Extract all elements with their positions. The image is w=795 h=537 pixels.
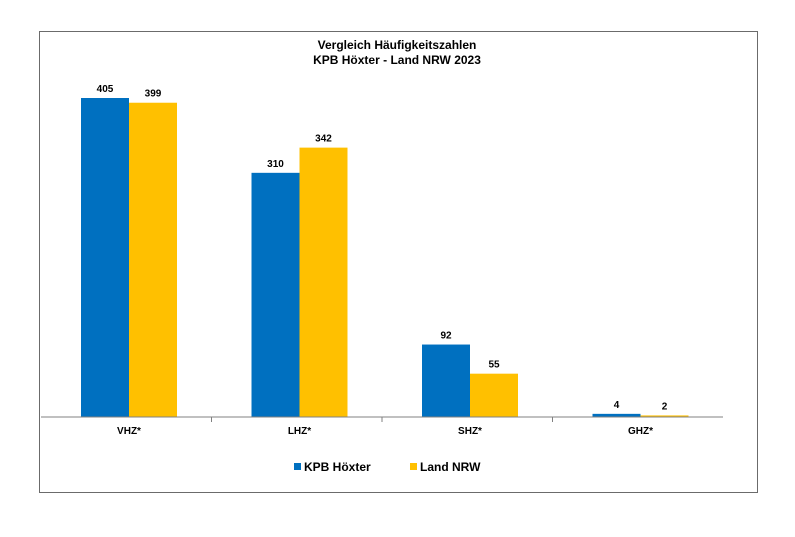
chart-subtitle: KPB Höxter - Land NRW 2023	[313, 53, 481, 67]
data-labels: 405 399 310 342 92 55 4 2	[97, 84, 668, 412]
bar-shz-series-2	[470, 373, 518, 417]
bars-layer	[81, 98, 689, 418]
bar-ghz-series-2	[640, 415, 689, 417]
x-axis-ticks: VHZ* LHZ* SHZ* GHZ*	[117, 417, 653, 437]
data-label: 342	[315, 134, 332, 145]
x-tick-label: SHZ*	[458, 426, 482, 437]
bar-lhz-series-1	[251, 172, 300, 417]
bar-vhz-series-2	[129, 102, 177, 418]
legend-swatch-2	[410, 463, 417, 470]
bar-lhz-series-2	[299, 147, 348, 417]
bar-ghz-series-1	[592, 413, 641, 417]
bar-vhz-series-1	[81, 98, 129, 417]
data-label: 310	[267, 159, 284, 170]
data-label: 4	[614, 400, 620, 411]
data-label: 92	[440, 331, 452, 342]
data-label: 399	[145, 89, 162, 100]
x-tick-label: GHZ*	[628, 426, 653, 437]
x-tick-label: VHZ*	[117, 426, 141, 437]
legend: KPB Höxter Land NRW	[294, 460, 481, 474]
legend-label-1: KPB Höxter	[304, 460, 371, 474]
legend-swatch-1	[294, 463, 301, 470]
bar-shz-series-1	[422, 344, 470, 417]
chart-title: Vergleich Häufigkeitszahlen	[318, 38, 477, 52]
data-label: 405	[97, 84, 114, 95]
data-label: 55	[488, 360, 500, 371]
legend-label-2: Land NRW	[420, 460, 481, 474]
data-label: 2	[662, 401, 668, 412]
x-tick-label: LHZ*	[288, 426, 311, 437]
